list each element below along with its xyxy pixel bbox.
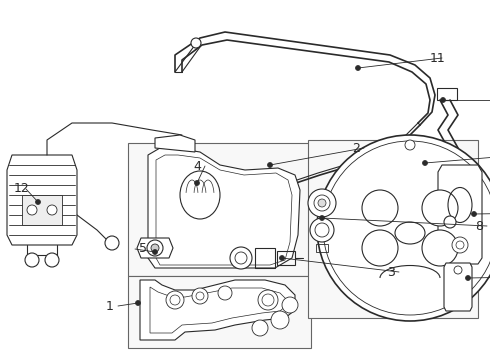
Circle shape — [27, 205, 37, 215]
Text: 2: 2 — [352, 141, 360, 154]
Circle shape — [47, 205, 57, 215]
Circle shape — [35, 199, 41, 204]
Circle shape — [317, 135, 490, 321]
Bar — [128, 143, 311, 276]
Ellipse shape — [175, 166, 225, 224]
Circle shape — [318, 199, 326, 207]
Circle shape — [471, 211, 476, 216]
Text: 12: 12 — [14, 183, 30, 195]
Polygon shape — [140, 280, 295, 340]
Circle shape — [192, 288, 208, 304]
Circle shape — [279, 256, 285, 261]
Circle shape — [282, 297, 298, 313]
Bar — [128, 276, 311, 348]
Circle shape — [314, 195, 330, 211]
Text: 3: 3 — [387, 266, 395, 279]
Bar — [308, 140, 478, 318]
Bar — [316, 244, 328, 252]
Text: 4: 4 — [193, 159, 201, 172]
Circle shape — [230, 247, 252, 269]
Polygon shape — [22, 195, 62, 225]
Circle shape — [191, 38, 201, 48]
Circle shape — [147, 240, 163, 256]
Circle shape — [362, 230, 398, 266]
Circle shape — [195, 180, 199, 185]
Circle shape — [315, 223, 329, 237]
Circle shape — [136, 301, 141, 306]
Circle shape — [456, 241, 464, 249]
Bar — [255, 248, 275, 268]
Text: 1: 1 — [106, 300, 114, 312]
Ellipse shape — [395, 222, 425, 244]
Circle shape — [151, 244, 159, 252]
Polygon shape — [137, 238, 173, 258]
Circle shape — [252, 320, 268, 336]
Circle shape — [452, 237, 468, 253]
Circle shape — [170, 295, 180, 305]
Circle shape — [422, 230, 458, 266]
Polygon shape — [148, 148, 300, 268]
Polygon shape — [444, 263, 472, 311]
Polygon shape — [438, 165, 482, 264]
Circle shape — [166, 291, 184, 309]
Circle shape — [441, 98, 445, 103]
Circle shape — [362, 190, 398, 226]
Circle shape — [196, 292, 204, 300]
Circle shape — [152, 249, 157, 255]
Circle shape — [45, 253, 59, 267]
Circle shape — [466, 275, 470, 280]
Circle shape — [454, 266, 462, 274]
Circle shape — [235, 252, 247, 264]
Circle shape — [356, 66, 361, 71]
Circle shape — [262, 294, 274, 306]
Text: 8: 8 — [475, 220, 483, 233]
Circle shape — [105, 236, 119, 250]
Bar — [437, 88, 457, 100]
Bar — [277, 251, 295, 265]
Circle shape — [422, 190, 458, 226]
Circle shape — [271, 311, 289, 329]
Circle shape — [444, 216, 456, 228]
Circle shape — [319, 216, 324, 220]
Circle shape — [25, 253, 39, 267]
Circle shape — [422, 161, 427, 166]
Circle shape — [310, 218, 334, 242]
Circle shape — [258, 290, 278, 310]
Circle shape — [268, 162, 272, 167]
Circle shape — [218, 286, 232, 300]
Circle shape — [308, 189, 336, 217]
Polygon shape — [7, 155, 77, 245]
Text: 5: 5 — [139, 243, 147, 256]
Polygon shape — [155, 135, 195, 152]
Circle shape — [405, 140, 415, 150]
Text: 11: 11 — [430, 51, 446, 64]
